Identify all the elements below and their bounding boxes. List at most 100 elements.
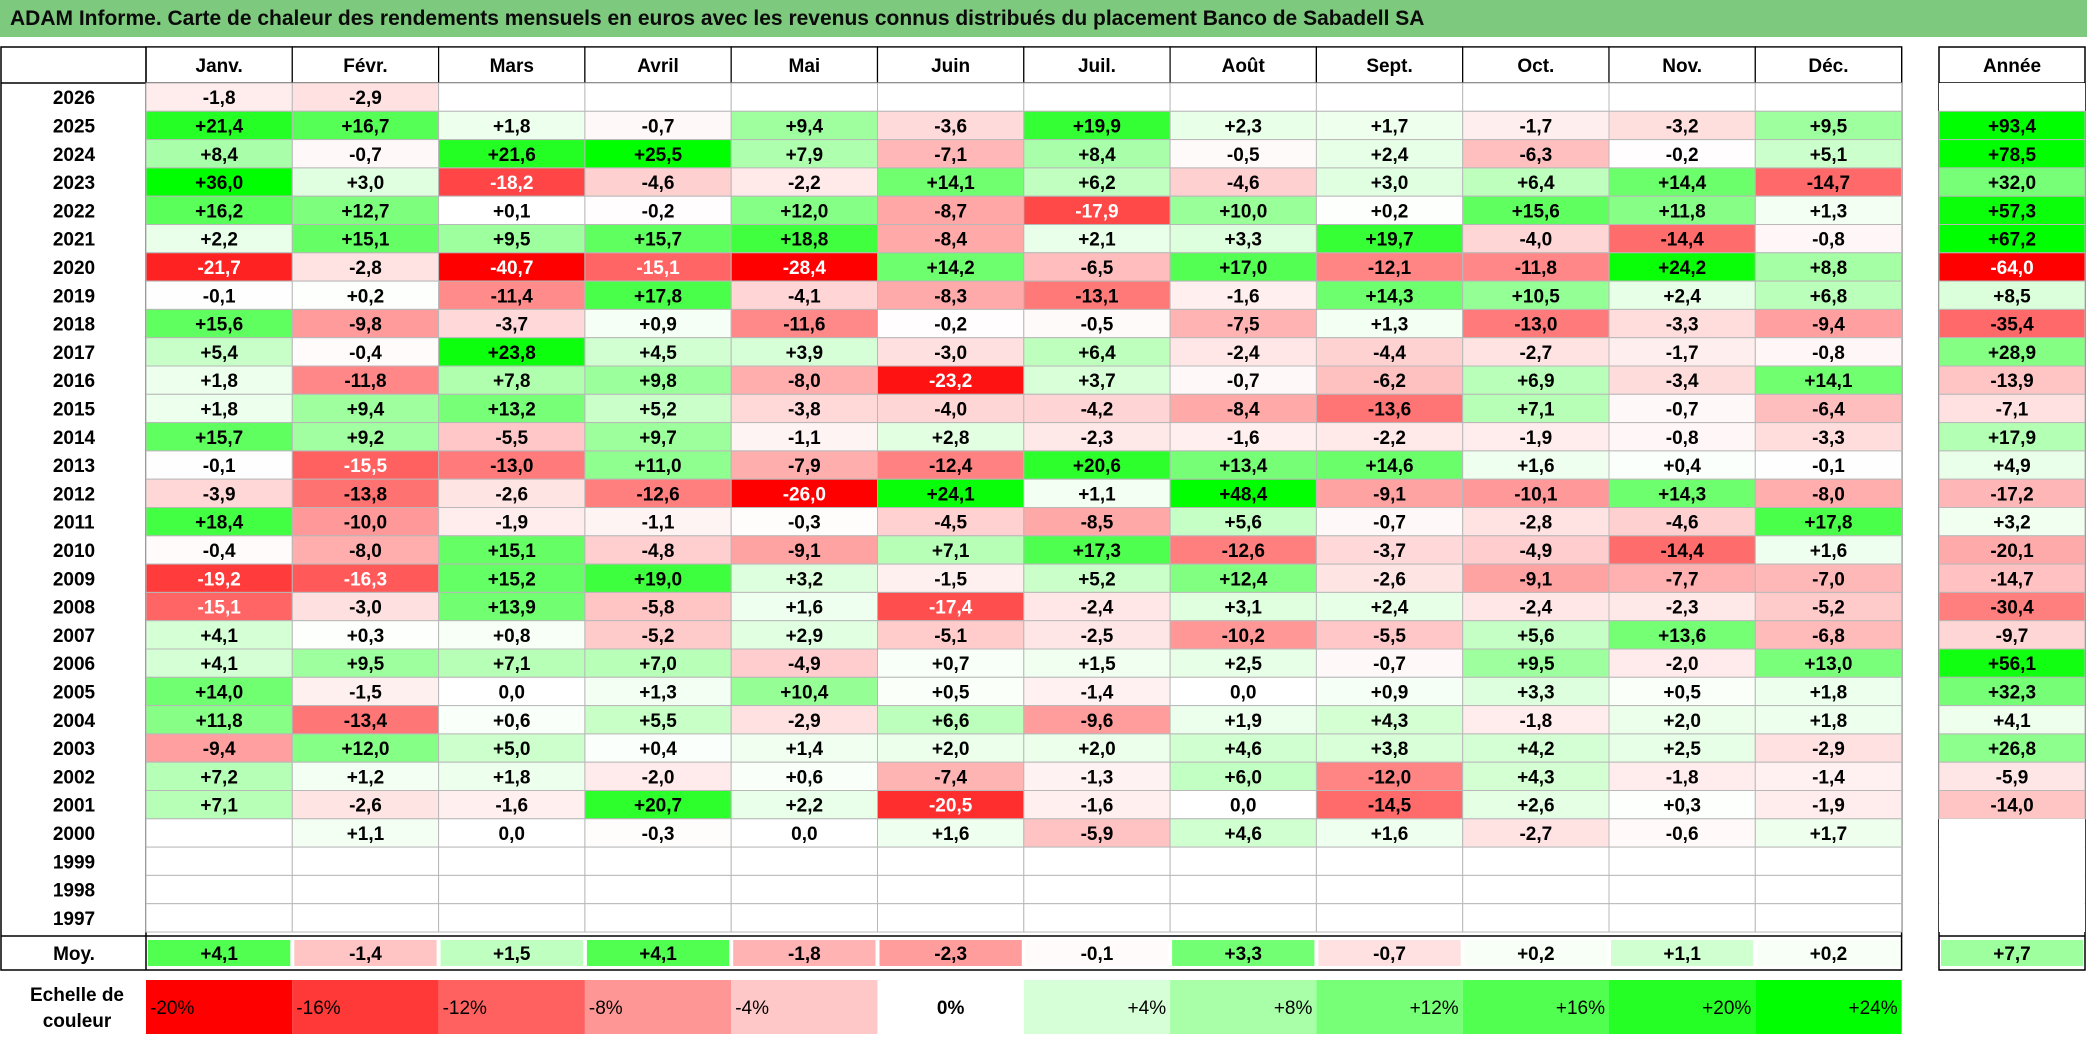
heatmap-cell — [291, 337, 440, 367]
column-header-cell — [1169, 46, 1317, 84]
heatmap-cell-value: +15,6 — [1512, 201, 1560, 222]
heatmap-cell-value: -10,2 — [1222, 626, 1265, 647]
scale-label: +24% — [1848, 998, 1897, 1019]
heatmap-cell-value: +12,0 — [341, 739, 389, 760]
heatmap-cell — [1023, 478, 1171, 509]
average-cell-value: +0,2 — [1517, 944, 1555, 965]
heatmap-cell-value: +0,2 — [347, 286, 385, 307]
annual-cell — [1938, 308, 2086, 339]
average-cell — [148, 940, 291, 966]
heatmap-cell — [1608, 82, 1756, 112]
average-cell-value: -1,4 — [349, 944, 382, 965]
heatmap-cell-value: -0,4 — [203, 541, 236, 562]
heatmap-cell-value: +0,3 — [347, 626, 385, 647]
heatmap-cell-value: +10,4 — [780, 682, 829, 703]
annual-cell — [1939, 818, 2085, 848]
heatmap-cell-value: +1,3 — [1371, 315, 1409, 336]
annual-cell-value: +32,3 — [1988, 682, 2036, 703]
scale-swatch — [146, 980, 293, 1034]
heatmap-cell — [291, 591, 440, 622]
heatmap-cell — [1169, 139, 1317, 169]
heatmap-cell — [877, 110, 1025, 141]
heatmap-cell-value: +5,2 — [1078, 569, 1116, 590]
heatmap-cell-value: +12,4 — [1219, 569, 1268, 590]
heatmap-cell — [1315, 450, 1464, 480]
heatmap-cell-value: 0,0 — [1230, 682, 1256, 703]
heatmap-cell-value: -1,5 — [934, 569, 967, 590]
heatmap-cell-value: -8,4 — [1227, 399, 1260, 420]
heatmap-cell — [1608, 761, 1756, 792]
heatmap-cell — [730, 563, 879, 593]
heatmap-cell-value: +4,3 — [1517, 767, 1555, 788]
heatmap-cell-value: +7,1 — [932, 541, 970, 562]
heatmap-cell-value: -0,7 — [642, 116, 675, 137]
average-cell — [733, 940, 876, 966]
heatmap-cell-value: +9,5 — [1810, 116, 1848, 137]
heatmap-cell — [438, 422, 586, 452]
scale-label-line1: Echelle de — [30, 985, 124, 1006]
heatmap-cell-value: -0,5 — [1227, 145, 1260, 166]
row-year-label: 2002 — [53, 767, 95, 788]
heatmap-cell-value: -1,4 — [1081, 682, 1114, 703]
heatmap-cell — [1608, 110, 1756, 141]
scale-label: +8% — [1274, 998, 1313, 1019]
heatmap-cell — [1754, 591, 1903, 622]
heatmap-cell — [1023, 224, 1171, 254]
heatmap-cell-value: +0,4 — [1663, 456, 1701, 477]
heatmap-cell — [1608, 591, 1756, 622]
average-cell — [1172, 940, 1315, 966]
annual-cell — [1939, 875, 2085, 904]
heatmap-cell-value: +4,5 — [639, 343, 677, 364]
annual-cell-value: -17,2 — [1990, 484, 2033, 505]
heatmap-cell-value: +3,0 — [347, 173, 385, 194]
heatmap-cell — [1462, 337, 1610, 367]
annual-cell — [1938, 648, 2086, 678]
annual-cell-value: +93,4 — [1988, 116, 2037, 137]
annual-cell — [1938, 139, 2086, 169]
heatmap-cell — [1754, 620, 1903, 650]
heatmap-cell-value: +4,6 — [1224, 824, 1262, 845]
heatmap-cell — [1462, 676, 1610, 707]
heatmap-cell-value: +3,2 — [786, 569, 824, 590]
annual-column-header: Année — [1983, 56, 2041, 77]
average-cell-value: +1,5 — [493, 944, 531, 965]
heatmap-cell — [145, 874, 293, 905]
heatmap-cell-value: -28,4 — [783, 258, 827, 279]
heatmap-cell — [1315, 308, 1464, 339]
heatmap-cell-value: -2,5 — [1081, 626, 1114, 647]
heatmap-cell-value: +0,5 — [932, 682, 970, 703]
heatmap-cell — [145, 167, 293, 197]
scale-label: +4% — [1128, 998, 1167, 1019]
heatmap-cell — [877, 167, 1025, 197]
heatmap-cell — [438, 761, 586, 792]
heatmap-cell-value: +2,5 — [1663, 739, 1701, 760]
row-year-label: 2012 — [53, 484, 95, 505]
heatmap-cell — [1023, 195, 1171, 225]
row-year-label: 2004 — [53, 711, 96, 732]
heatmap-cell-value: +1,8 — [1810, 682, 1848, 703]
heatmap-cell-value: +7,2 — [200, 767, 238, 788]
scale-label: 0% — [937, 998, 965, 1019]
heatmap-cell-value: 0,0 — [1230, 796, 1256, 817]
average-cell-value: -2,3 — [934, 944, 967, 965]
heatmap-cell — [1023, 648, 1171, 678]
heatmap-cell-value: -9,1 — [788, 541, 821, 562]
heatmap-cell-value: -8,0 — [349, 541, 382, 562]
heatmap-cell — [1754, 337, 1903, 367]
heatmap-cell-value: +15,7 — [195, 428, 243, 449]
heatmap-cell-value: +11,8 — [196, 711, 243, 732]
heatmap-cell-value: +2,6 — [1517, 796, 1555, 817]
heatmap-cell-value: -0,8 — [1812, 230, 1845, 251]
heatmap-cell-value: +6,9 — [1517, 371, 1555, 392]
heatmap-cell-value: +3,8 — [1371, 739, 1409, 760]
heatmap-cell-value: +15,1 — [488, 541, 537, 562]
heatmap-cell — [1023, 82, 1171, 112]
row-year-label: 2003 — [53, 739, 95, 760]
heatmap-cell-value: -1,7 — [1666, 343, 1699, 364]
heatmap-cell-value: +8,4 — [200, 145, 238, 166]
heatmap-cell — [1754, 478, 1903, 509]
column-header-3: Mars — [490, 56, 534, 77]
heatmap-cell-value: -8,0 — [1812, 484, 1845, 505]
heatmap-cell-value: +21,6 — [488, 145, 536, 166]
heatmap-cell-value: -4,4 — [1373, 343, 1406, 364]
